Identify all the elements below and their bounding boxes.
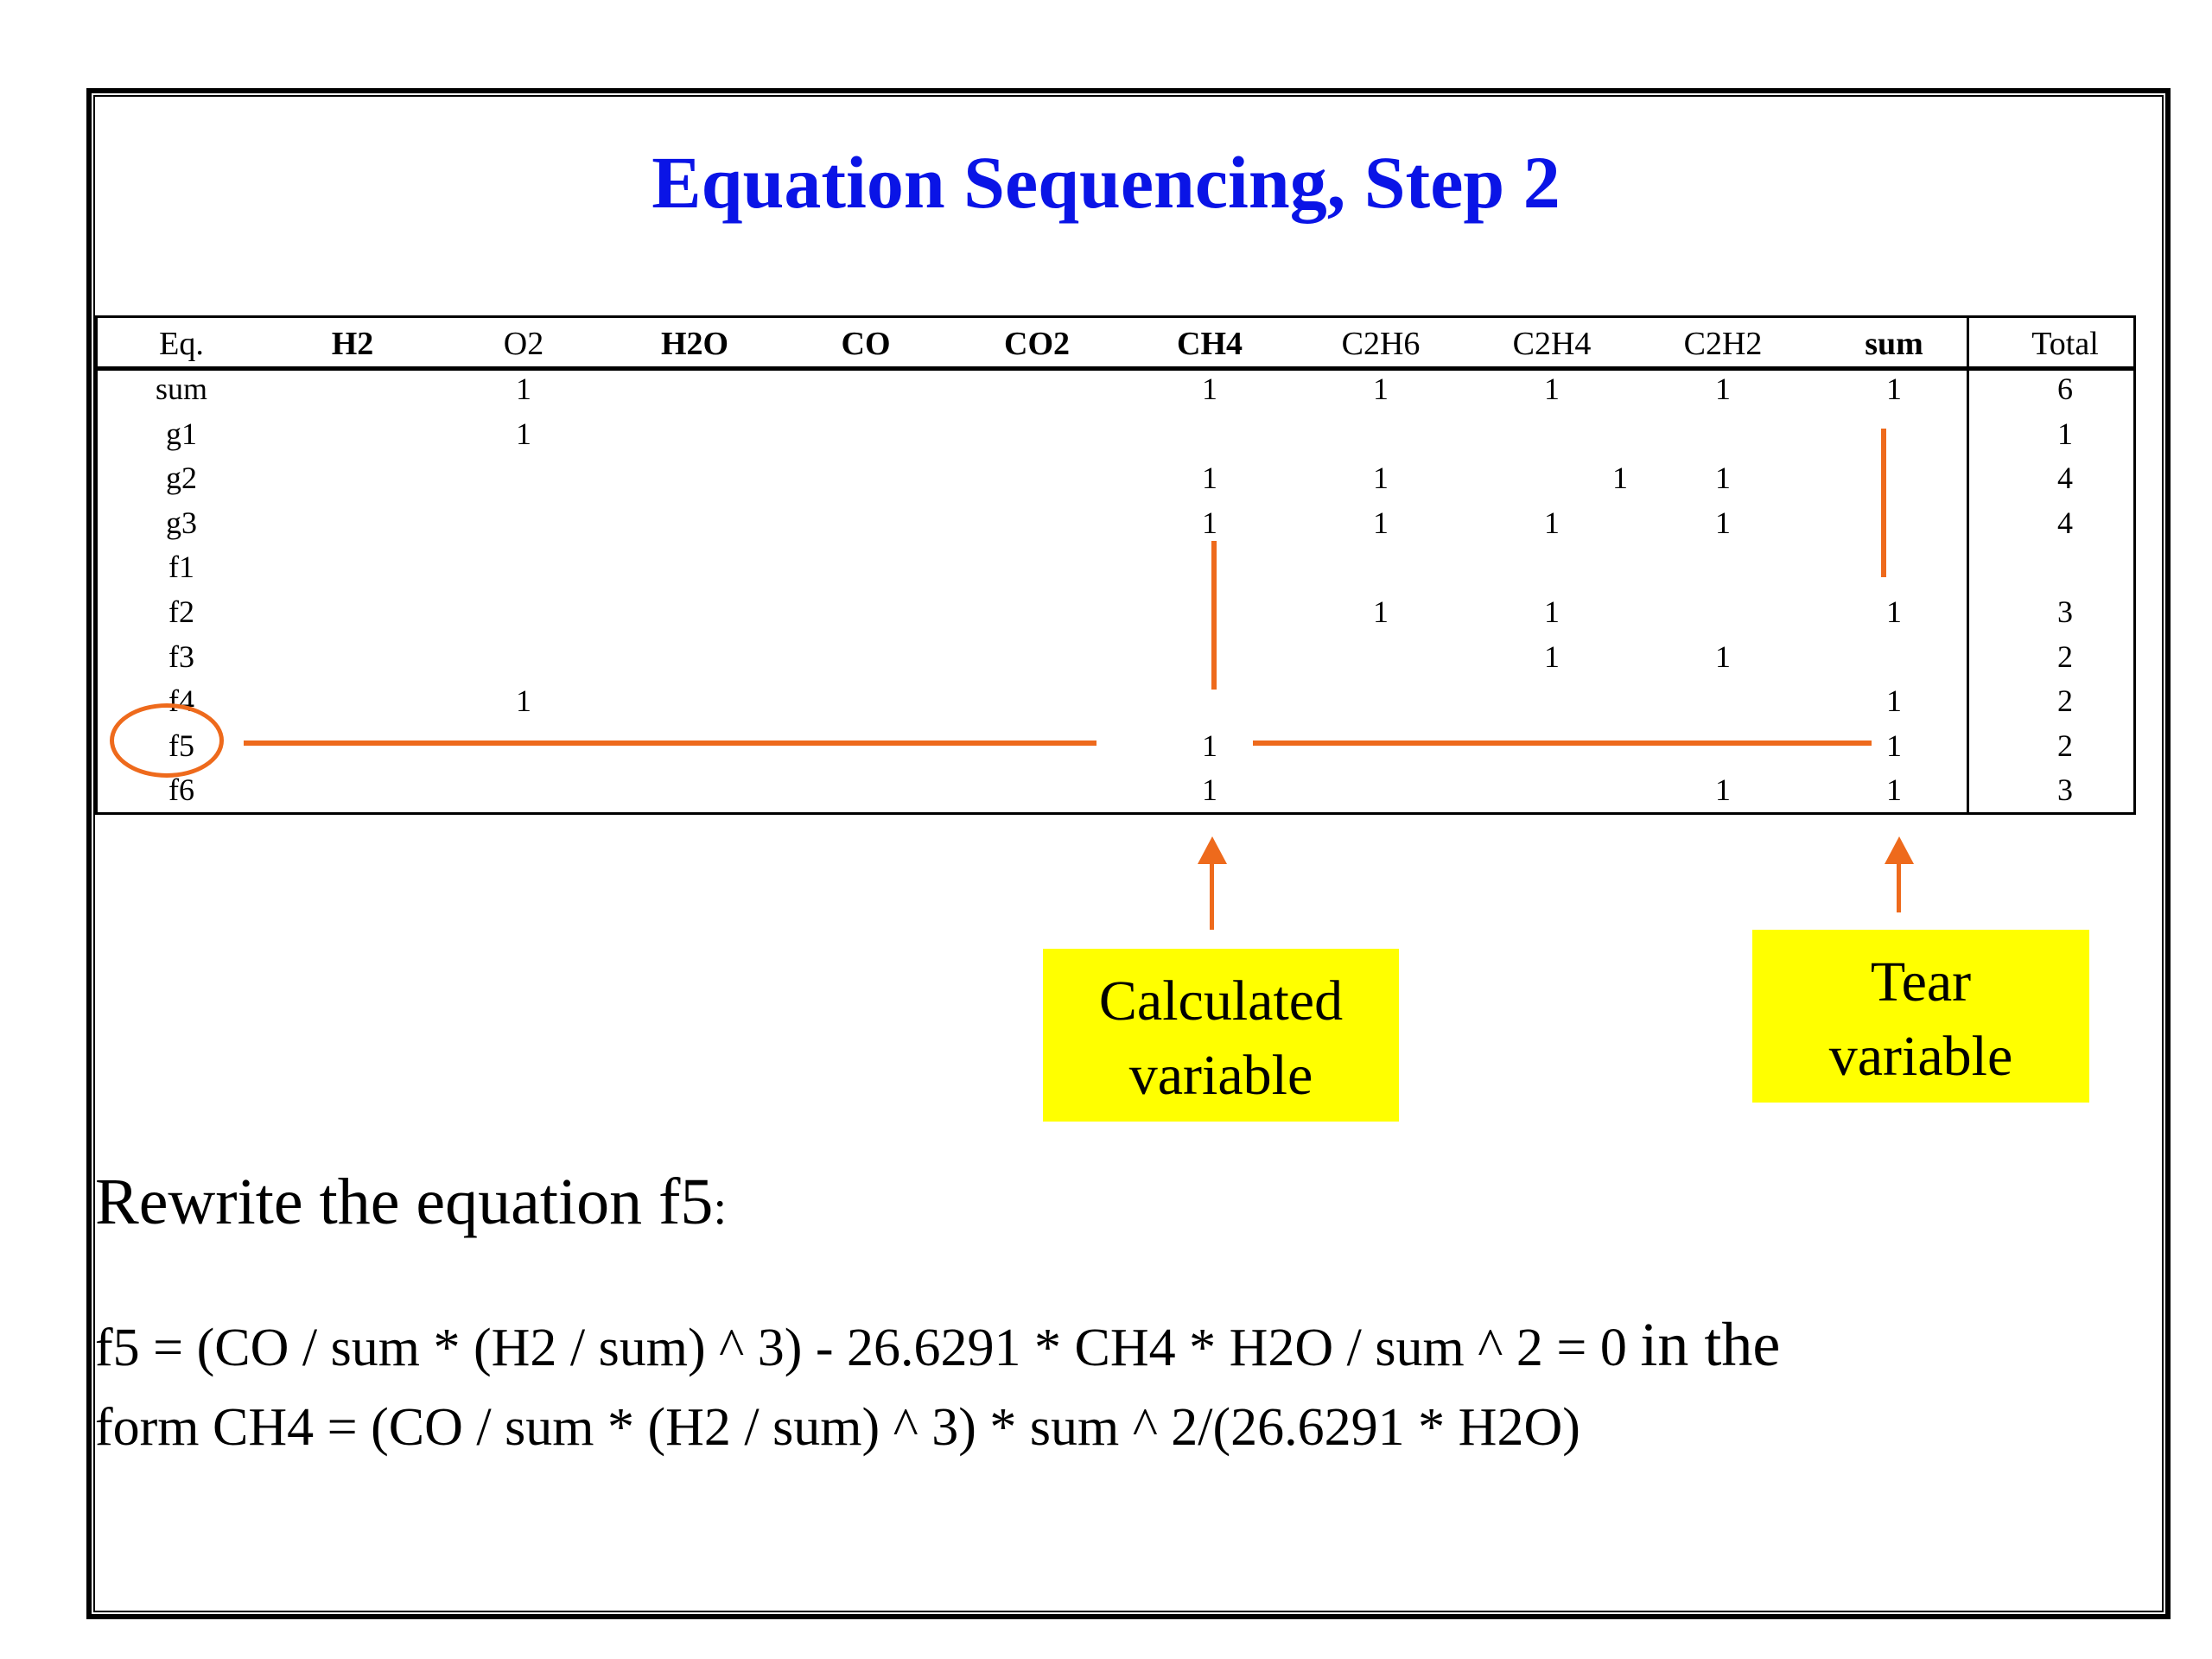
column-header: Eq. xyxy=(159,326,204,362)
matrix-cell: 1 xyxy=(1202,505,1217,540)
matrix-cell: 1 xyxy=(1373,594,1389,629)
matrix-cell: 6 xyxy=(2057,372,2073,406)
matrix-cell: 1 xyxy=(1612,461,1628,496)
slide-frame-inner xyxy=(93,95,2164,1612)
matrix-cell: 1 xyxy=(1544,372,1560,406)
formula-in-the: in the xyxy=(1640,1310,1781,1379)
f5-row-line-left xyxy=(244,741,1096,746)
column-header: CO2 xyxy=(1004,326,1070,362)
callout-line-1: Tear xyxy=(1870,950,1972,1014)
column-header: H2 xyxy=(331,326,374,362)
slide-title: Equation Sequencing, Step 2 xyxy=(652,141,1560,224)
rewrite-colon: : xyxy=(713,1181,727,1235)
f5-highlight-circle xyxy=(110,703,224,778)
matrix-cell: 4 xyxy=(2057,461,2073,496)
matrix-cell: 1 xyxy=(1886,728,1902,763)
row-label: sum xyxy=(155,372,207,406)
column-header: H2O xyxy=(660,326,729,362)
matrix-cell: 2 xyxy=(2057,683,2073,719)
column-header: CO xyxy=(841,326,891,362)
matrix-cell: 1 xyxy=(1202,461,1217,496)
rewrite-text: Rewrite the equation f5 xyxy=(95,1166,714,1238)
matrix-cell: 1 xyxy=(2057,416,2073,451)
total-column-rule xyxy=(1967,315,1969,815)
matrix-cell: 1 xyxy=(1715,505,1731,540)
matrix-cell: 1 xyxy=(1373,461,1389,496)
f5-row-line-right xyxy=(1253,741,1872,746)
matrix-cell: 1 xyxy=(1886,372,1902,406)
row-label: f3 xyxy=(168,639,194,674)
callout-line-2: variable xyxy=(1128,1044,1313,1107)
row-label: f1 xyxy=(168,550,194,585)
formula-part-1: f5 = (CO / sum * (H2 / sum) ^ 3) - 26.62… xyxy=(95,1319,1641,1377)
matrix-cell: 1 xyxy=(1886,683,1902,719)
column-header: C2H6 xyxy=(1341,326,1421,362)
column-header: O2 xyxy=(503,326,544,362)
row-label: g3 xyxy=(166,505,197,540)
slide-frame xyxy=(86,88,2171,1619)
column-header: Total xyxy=(2031,326,2099,362)
sum-column-line xyxy=(1881,429,1886,577)
column-header: C2H2 xyxy=(1683,326,1763,362)
matrix-cell: 1 xyxy=(1715,461,1731,496)
column-header: CH4 xyxy=(1177,326,1243,362)
matrix-cell: 1 xyxy=(1373,505,1389,540)
matrix-cell: 3 xyxy=(2057,772,2073,808)
header-rule xyxy=(95,366,2136,371)
matrix-cell: 1 xyxy=(1202,728,1217,763)
formula-paragraph: f5 = (CO / sum * (H2 / sum) ^ 3) - 26.62… xyxy=(95,1305,2152,1467)
callout-line-1: Calculated xyxy=(1098,969,1344,1033)
matrix-cell: 1 xyxy=(1544,505,1560,540)
column-header: C2H4 xyxy=(1512,326,1592,362)
row-label: g2 xyxy=(166,461,197,496)
column-header: sum xyxy=(1865,326,1923,362)
matrix-cell: 1 xyxy=(1886,772,1902,808)
calculated-variable-callout: Calculated variable xyxy=(1043,949,1399,1122)
matrix-cell: 2 xyxy=(2057,639,2073,674)
matrix-cell: 1 xyxy=(1202,372,1217,406)
matrix-cell: 1 xyxy=(1715,372,1731,406)
matrix-cell: 4 xyxy=(2057,505,2073,540)
callout-line-2: variable xyxy=(1828,1025,2013,1088)
matrix-cell: 1 xyxy=(1886,594,1902,629)
rewrite-heading: Rewrite the equation f5: xyxy=(95,1166,727,1239)
matrix-cell: 1 xyxy=(1202,772,1217,808)
ch4-column-line xyxy=(1211,541,1217,690)
matrix-cell: 1 xyxy=(1715,639,1731,674)
tear-variable-callout: Tear variable xyxy=(1752,930,2089,1103)
matrix-cell: 1 xyxy=(1544,594,1560,629)
matrix-cell: 1 xyxy=(516,416,531,451)
row-label: g1 xyxy=(166,416,197,451)
formula-part-2: form CH4 = (CO / sum * (H2 / sum) ^ 3) *… xyxy=(95,1398,1580,1457)
row-label: f6 xyxy=(168,772,194,808)
matrix-cell: 1 xyxy=(1373,372,1389,406)
matrix-cell: 1 xyxy=(1715,772,1731,808)
incidence-matrix xyxy=(95,315,2136,815)
matrix-cell: 2 xyxy=(2057,728,2073,763)
matrix-cell: 1 xyxy=(1544,639,1560,674)
matrix-cell: 1 xyxy=(516,372,531,406)
matrix-cell: 1 xyxy=(516,683,531,719)
matrix-cell: 3 xyxy=(2057,594,2073,629)
row-label: f2 xyxy=(168,594,194,629)
